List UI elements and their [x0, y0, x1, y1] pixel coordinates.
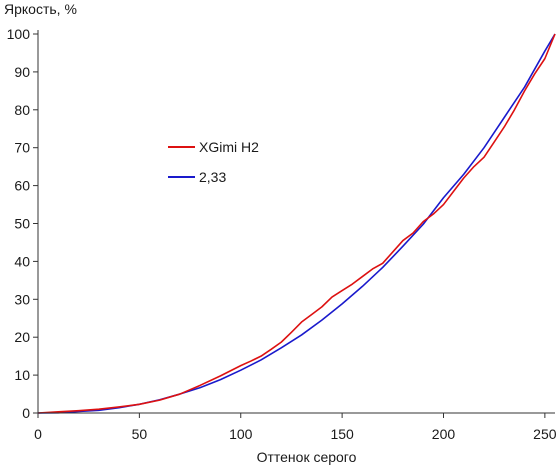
legend: XGimi H2 2,33	[168, 139, 259, 185]
y-tick-label: 80	[14, 102, 30, 118]
x-axis-title: Оттенок серого	[257, 449, 357, 465]
x-tick-label: 0	[34, 426, 42, 442]
y-tick-label: 60	[14, 178, 30, 194]
y-tick-label: 10	[14, 367, 30, 383]
axes	[37, 30, 555, 414]
legend-label: 2,33	[199, 169, 226, 185]
series-line-0	[37, 33, 556, 414]
axis-ticks: 0 10 20 30 40 50 60 70 80 90 100 0 50 100 150 200 250	[7, 26, 557, 442]
y-tick-label: 100	[7, 26, 31, 42]
y-tick-label: 50	[14, 216, 30, 232]
y-tick-label: 40	[14, 253, 30, 269]
y-tick-label: 90	[14, 64, 30, 80]
x-tick-label: 50	[132, 426, 148, 442]
y-tick-label: 20	[14, 329, 30, 345]
y-tick-label: 0	[22, 405, 30, 421]
y-tick-label: 70	[14, 140, 30, 156]
series-layer	[37, 33, 556, 414]
x-tick-label: 100	[229, 426, 253, 442]
x-tick-label: 150	[330, 426, 354, 442]
x-tick-label: 200	[432, 426, 456, 442]
x-tick-label: 250	[533, 426, 557, 442]
series-line-1	[37, 33, 556, 414]
y-tick-label: 30	[14, 291, 30, 307]
legend-label: XGimi H2	[199, 139, 259, 155]
y-axis-title: Яркость, %	[4, 1, 77, 17]
